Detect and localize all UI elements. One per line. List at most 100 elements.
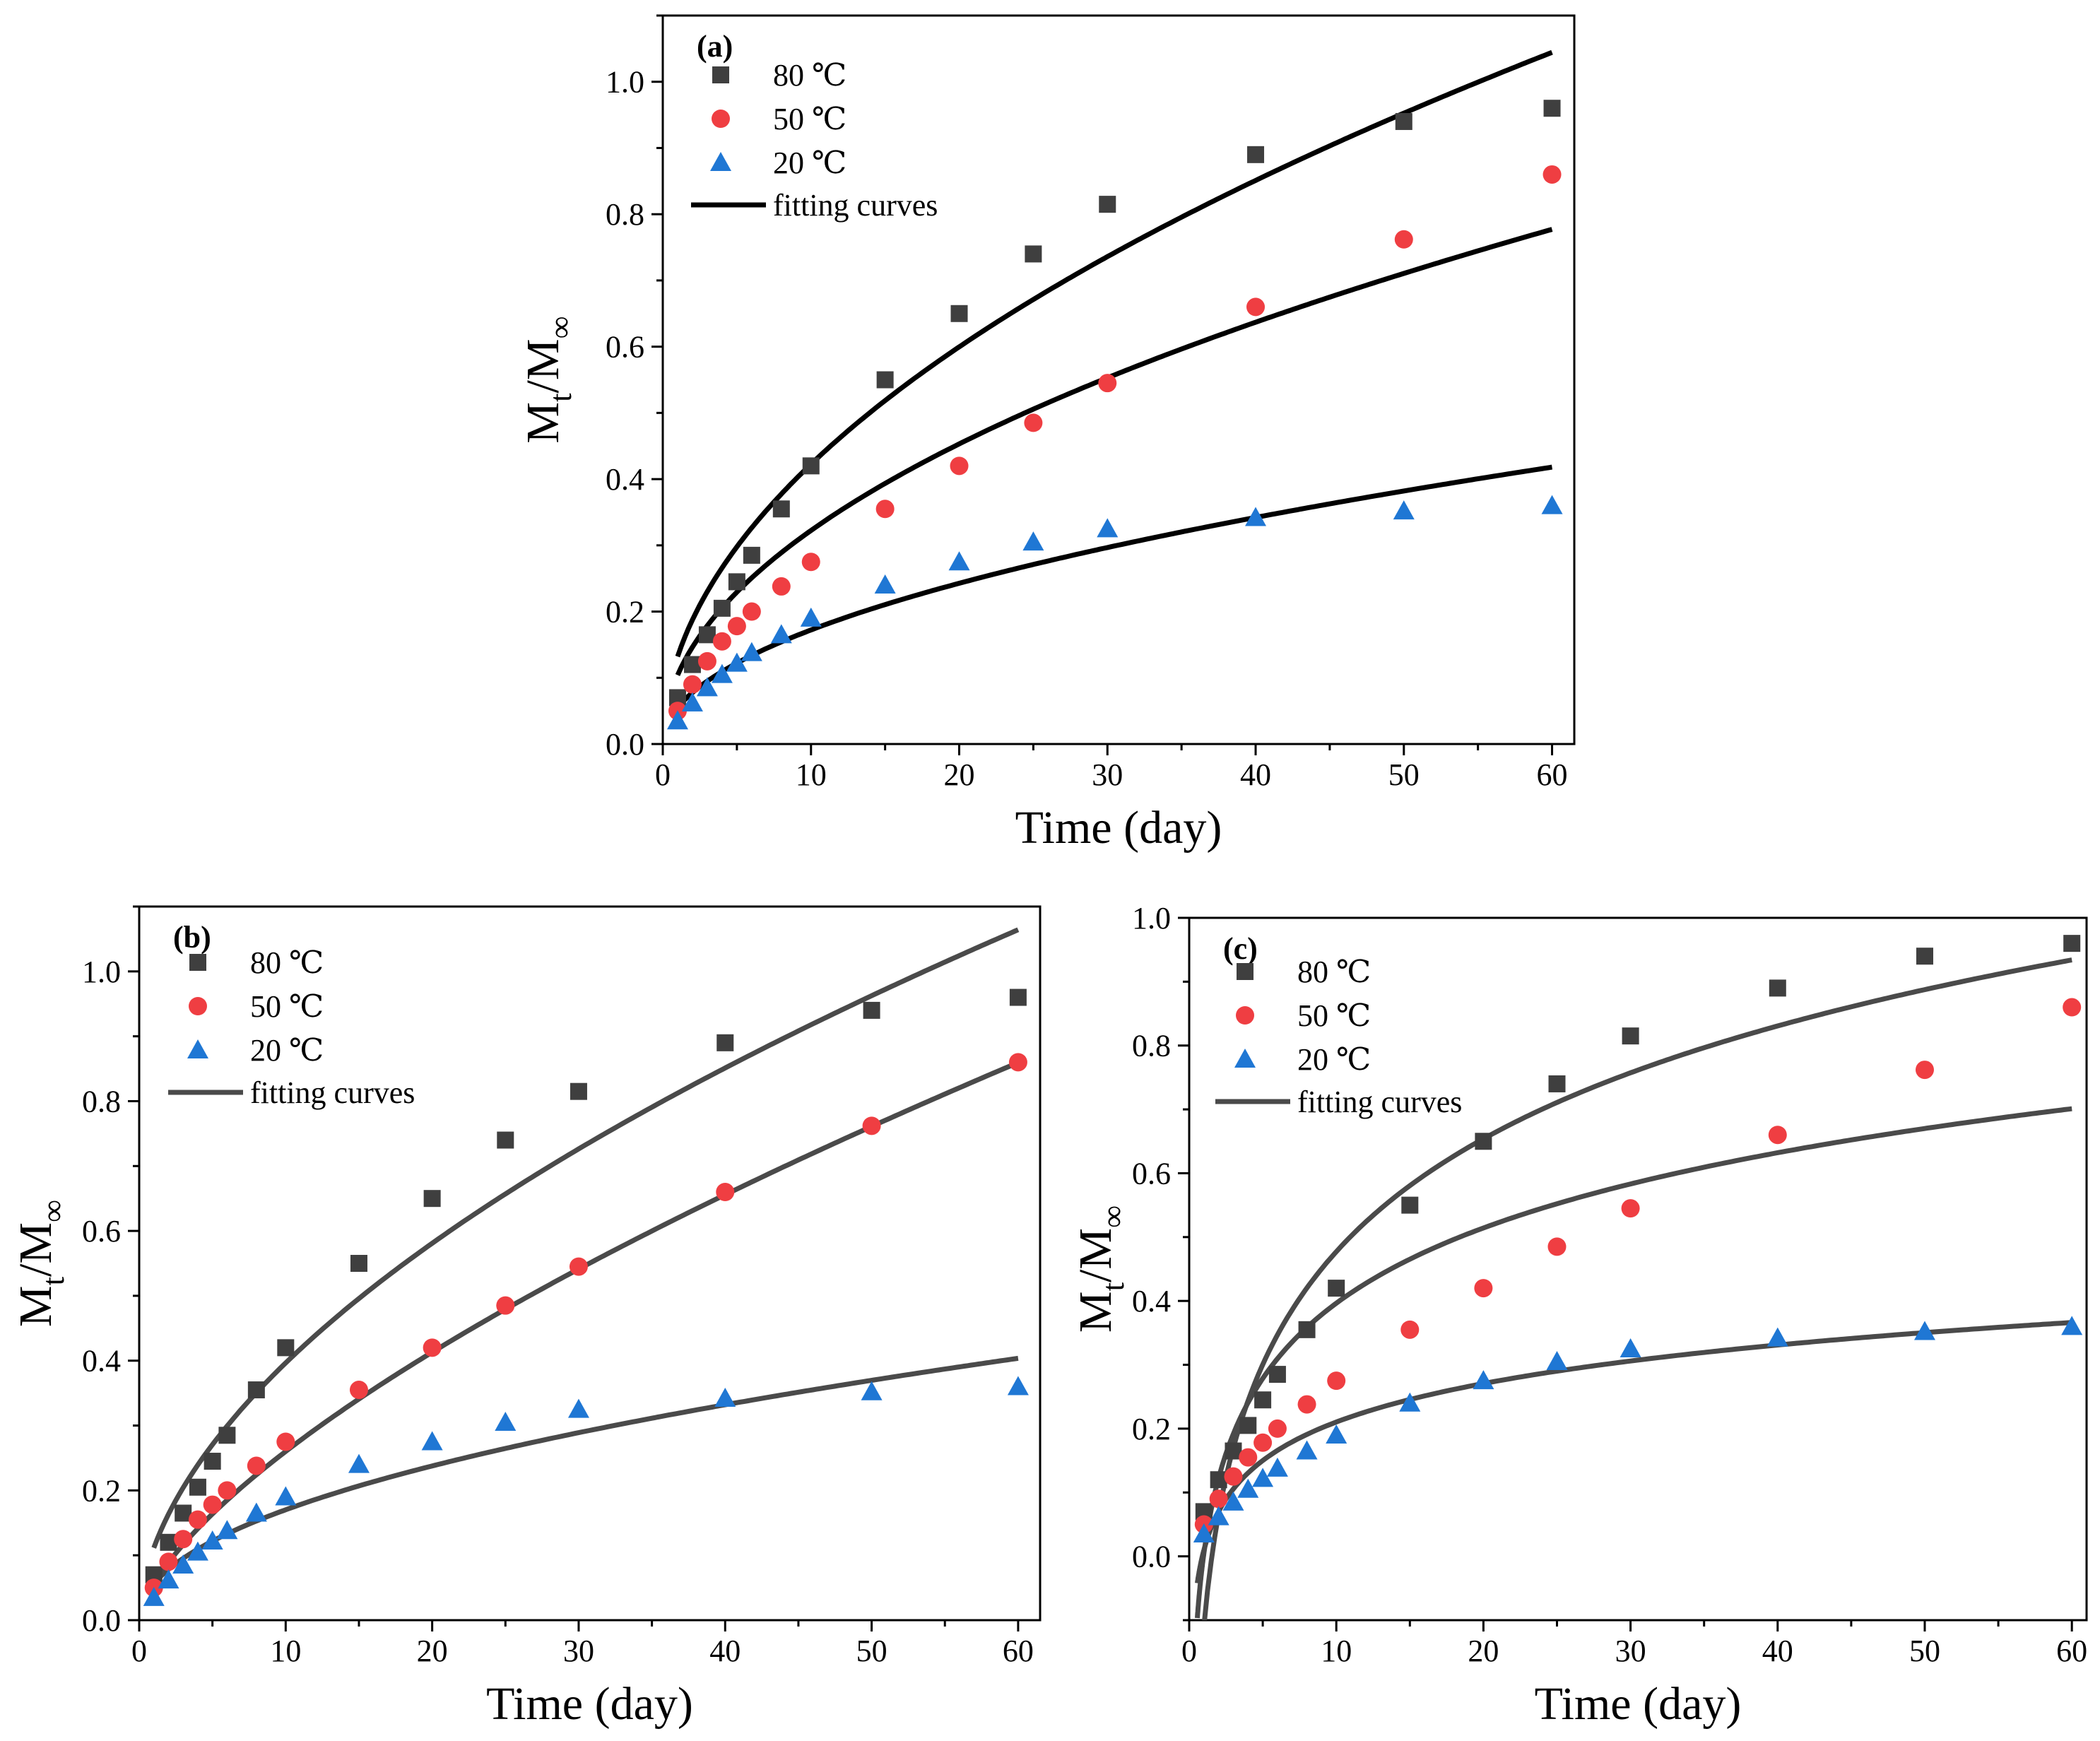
y-tick-label: 1.0 [82,955,121,989]
data-point-circle [697,651,716,671]
x-tick-label: 50 [1909,1634,1940,1668]
data-point-square [1916,948,1933,965]
data-point-square [189,1478,206,1496]
data-point-triangle [1620,1338,1641,1357]
data-point-triangle [1393,500,1415,520]
data-point-triangle [861,1381,883,1400]
x-tick-label: 10 [270,1634,301,1668]
x-tick-label: 40 [1240,757,1271,792]
data-point-triangle [348,1453,370,1473]
fit-curve-extension [1195,1549,1207,1584]
legend-label: 80 ℃ [1297,955,1371,989]
series-circle [668,165,1562,721]
data-point-triangle [1913,1321,1935,1340]
data-point-circle [727,617,746,636]
data-point-circle [1547,1237,1567,1256]
y-label-rest: /M [10,1222,61,1277]
y-tick-label: 1.0 [606,65,644,100]
data-point-circle [772,577,791,596]
y-label-main: M [10,1285,61,1327]
data-point-triangle [1399,1392,1421,1412]
data-point-triangle [1007,1376,1029,1395]
data-point-triangle [1266,1457,1288,1477]
data-point-circle [2063,998,2082,1017]
panel-label: (b) [173,920,211,955]
x-tick-label: 30 [563,1634,594,1668]
data-point-triangle [158,1569,179,1589]
data-point-square [570,1082,587,1100]
data-point-circle [801,553,820,572]
panel-a: 0 10 20 30 40 50 60 0.0 0.2 0.4 0.6 0.8 1.0 Time (day… [517,14,1576,854]
data-point-square [772,500,790,518]
data-point-square [876,371,894,389]
data-point-triangle [1252,1468,1274,1487]
series-circle [1194,998,2082,1534]
legend-label: 50 ℃ [250,989,324,1024]
data-point-square [1475,1133,1492,1150]
data-point-circle [218,1481,237,1500]
series-square [1195,935,2081,1521]
data-point-circle [247,1456,266,1475]
legend-marker-circle [1236,1006,1254,1025]
data-point-triangle [1326,1424,1347,1444]
legend: 80 ℃ 50 ℃ 20 ℃ fitting curves [1215,955,1462,1119]
y-tick-label: 0.4 [1132,1284,1171,1318]
fit-curve-50c [675,227,1553,676]
x-tick-label: 50 [856,1634,887,1668]
data-point-triangle [1022,531,1044,551]
data-point-circle [496,1296,515,1315]
data-point-square [950,305,968,322]
legend-marker-circle [189,997,207,1015]
y-label-sub: t [1095,1282,1131,1291]
data-point-circle [1915,1061,1934,1080]
data-point-circle [1474,1279,1493,1298]
y-tick-label: 0.8 [606,197,644,232]
data-point-triangle [495,1411,517,1431]
y-tick-label: 0.8 [1132,1029,1171,1063]
data-point-square [1401,1196,1419,1214]
data-point-circle [1327,1371,1346,1391]
data-point-circle [1239,1448,1258,1467]
data-point-square [1622,1027,1639,1045]
data-point-square [218,1427,236,1444]
fit-curve-50c [151,1060,1020,1586]
data-point-triangle [2061,1316,2083,1335]
y-label-sub2: ∞ [543,316,578,338]
series-triangle [666,495,1563,730]
legend-fit-label: fitting curves [250,1075,415,1110]
data-point-triangle [421,1431,443,1451]
data-point-circle [1209,1489,1228,1509]
data-point-triangle [874,574,896,594]
data-point-circle [349,1381,368,1400]
panel-b: 0 10 20 30 40 50 60 0.0 0.2 0.4 0.6 0.8 1.0 Time (day… [10,905,1042,1730]
panel-c: 0 10 20 30 40 50 60 0.0 0.2 0.4 0.6 0.8 1.0 Time (day… [1070,901,2088,1730]
fit-curve-50c [1201,1106,2072,1554]
legend-label: 50 ℃ [773,102,847,136]
data-point-circle [1024,413,1043,432]
data-point-square [1239,1417,1257,1434]
y-tick-label: 0.8 [82,1084,121,1119]
series-square [668,100,1561,707]
data-point-circle [174,1530,193,1549]
legend-marker-triangle [1234,1049,1256,1068]
y-tick-label: 1.0 [1132,901,1171,936]
data-point-triangle [1208,1506,1229,1525]
x-tick-label: 0 [655,757,671,792]
x-tick-label: 0 [1181,1634,1197,1668]
data-point-triangle [245,1502,267,1522]
legend-label: 20 ℃ [250,1033,324,1068]
y-label-rest: /M [517,338,569,393]
y-tick-label: 0.2 [1132,1412,1171,1446]
data-point-circle [1098,374,1117,393]
data-point-triangle [187,1541,208,1561]
data-point-circle [1008,1053,1027,1072]
data-point-triangle [1541,495,1563,514]
y-tick-label: 0.0 [1132,1540,1171,1574]
data-point-square [728,573,745,591]
legend-fit-label: fitting curves [1297,1085,1462,1119]
y-axis-label: Mt/M∞ [10,1200,71,1327]
y-label-sub2: ∞ [1095,1205,1131,1228]
data-point-square [1254,1391,1272,1409]
data-point-square [1210,1471,1227,1489]
x-tick-label: 10 [1321,1634,1352,1668]
